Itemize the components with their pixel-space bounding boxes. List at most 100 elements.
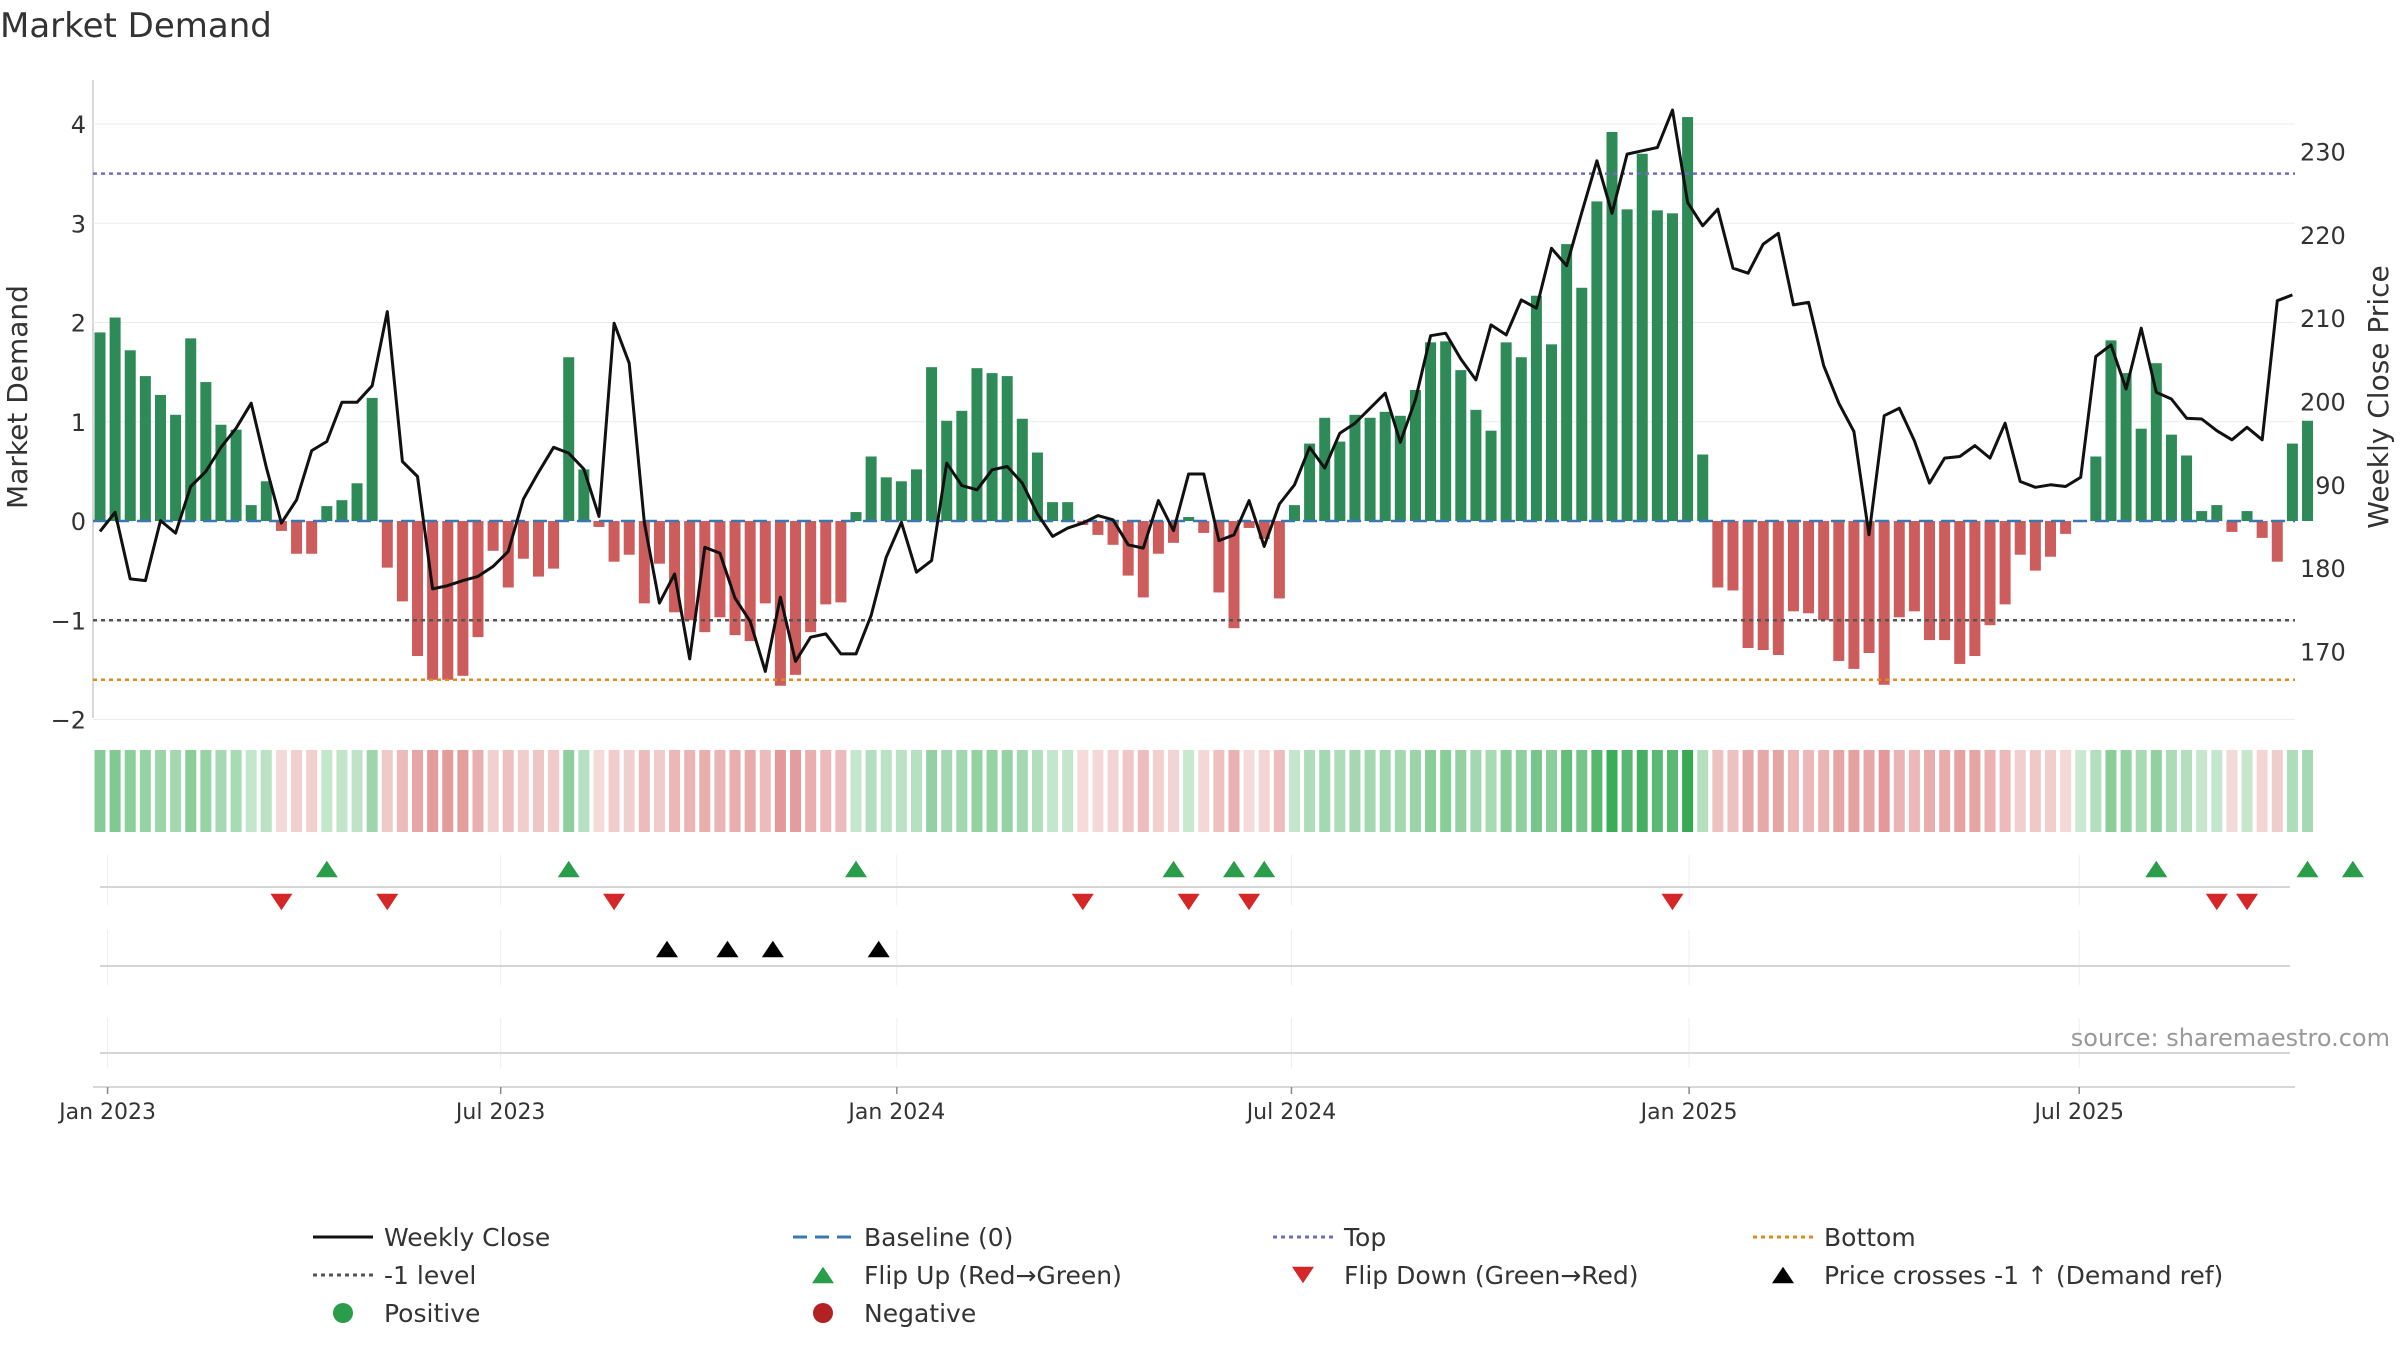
- positive-bar: [321, 506, 333, 521]
- heat-cell: [1878, 750, 1890, 832]
- y-axis-label: Market Demand: [1, 285, 34, 509]
- legend-item: Price crosses -1 ↑ (Demand ref): [1772, 1261, 2223, 1290]
- positive-bar: [260, 481, 272, 521]
- heat-cell: [2286, 750, 2298, 832]
- heat-cell: [623, 750, 635, 832]
- positive-bar: [1394, 415, 1406, 521]
- heat-cell: [1092, 750, 1104, 832]
- heat-cell: [396, 750, 408, 832]
- heat-cell: [1833, 750, 1845, 832]
- negative-bar: [1228, 521, 1240, 629]
- heat-cell: [1213, 750, 1225, 832]
- negative-bar: [2271, 521, 2283, 562]
- y-tick-label: 3: [71, 210, 86, 238]
- negative-bar: [1727, 521, 1739, 591]
- heat-cell: [185, 750, 197, 832]
- heat-cell: [2120, 750, 2132, 832]
- positive-bar: [956, 410, 968, 521]
- heat-cell: [94, 750, 106, 832]
- heat-cell: [926, 750, 938, 832]
- price-cross-marker: [656, 940, 678, 958]
- positive-bar: [1047, 502, 1059, 521]
- price-cross-marker: [867, 940, 890, 958]
- positive-bar: [336, 500, 348, 521]
- demand-heat-strip: [94, 750, 2314, 832]
- heat-cell: [1546, 750, 1558, 832]
- negative-bar: [442, 521, 454, 680]
- flip-up-marker: [2145, 860, 2168, 878]
- negative-bar: [487, 521, 499, 551]
- heat-cell: [1122, 750, 1134, 832]
- x-tick-label: Jan 2024: [846, 1100, 945, 1125]
- negative-bar: [1803, 521, 1815, 614]
- heat-cell: [910, 750, 922, 832]
- y2-tick-label: 210: [2300, 305, 2346, 333]
- flip-down-marker: [1238, 893, 1261, 911]
- negative-bar: [1833, 521, 1845, 661]
- negative-bar: [1984, 521, 1996, 626]
- positive-bar: [2090, 456, 2102, 521]
- heat-cell: [1440, 750, 1452, 832]
- weekly-close-line: [98, 108, 2293, 673]
- heat-cell: [2196, 750, 2208, 832]
- legend-item: Flip Down (Green→Red): [1292, 1261, 1639, 1290]
- legend: Weekly Close Baseline (0) Top Bottom -1 leve…: [313, 1223, 2223, 1328]
- heat-cell: [2044, 750, 2056, 832]
- positive-bar: [1546, 344, 1558, 521]
- heat-cell: [1001, 750, 1013, 832]
- positive-bar: [1334, 441, 1346, 521]
- heat-cell: [1334, 750, 1346, 832]
- negative-bar: [1273, 521, 1285, 599]
- heat-cell: [1818, 750, 1830, 832]
- legend-item: -1 level: [313, 1261, 476, 1290]
- legend-item: Baseline (0): [793, 1223, 1013, 1252]
- positive-bar: [1621, 209, 1633, 522]
- positive-bar: [200, 382, 212, 521]
- heat-cell: [956, 750, 968, 832]
- positive-bar: [1591, 201, 1603, 522]
- heat-cell: [200, 750, 212, 832]
- heat-cell: [805, 750, 817, 832]
- heat-cell: [306, 750, 318, 832]
- negative-bar: [1712, 521, 1724, 588]
- legend-label: Flip Down (Green→Red): [1344, 1261, 1639, 1290]
- heat-cell: [321, 750, 333, 832]
- heat-cell: [2211, 750, 2223, 832]
- heat-cell: [880, 750, 892, 832]
- legend-item: Negative: [813, 1299, 976, 1328]
- negative-bar: [517, 521, 529, 559]
- y-tick-label: 0: [71, 508, 86, 536]
- legend-label: Negative: [864, 1299, 976, 1328]
- heat-cell: [1258, 750, 1270, 832]
- positive-bar: [2196, 511, 2208, 521]
- positive-bar: [926, 367, 938, 521]
- y2-tick-label: 220: [2300, 222, 2346, 250]
- negative-bar: [638, 521, 650, 604]
- heat-cell: [1198, 750, 1210, 832]
- positive-bar: [971, 368, 983, 521]
- negative-bar: [699, 521, 711, 633]
- positive-bar: [230, 429, 242, 521]
- heat-cell: [1621, 750, 1633, 832]
- x-tick-label: Jan 2023: [57, 1100, 156, 1125]
- heat-cell: [1561, 750, 1573, 832]
- negative-bar: [805, 521, 817, 633]
- y-tick-label: −1: [51, 607, 86, 635]
- legend-label: Top: [1343, 1223, 1386, 1252]
- heat-cell: [1787, 750, 1799, 832]
- negative-bar: [820, 521, 832, 605]
- positive-bar: [2150, 363, 2162, 521]
- y2-axis-label: Weekly Close Price: [2362, 265, 2395, 528]
- heat-cell: [971, 750, 983, 832]
- heat-cell: [517, 750, 529, 832]
- negative-bar: [427, 521, 439, 680]
- price-cross-marker: [761, 940, 784, 958]
- legend-item: Weekly Close: [313, 1223, 550, 1252]
- negative-bar: [396, 521, 408, 602]
- negative-bar: [593, 521, 605, 527]
- positive-bar: [1183, 517, 1195, 521]
- heat-cell: [1848, 750, 1860, 832]
- heat-cell: [1530, 750, 1542, 832]
- positive-bar: [2286, 443, 2298, 521]
- negative-bar: [1848, 521, 1860, 669]
